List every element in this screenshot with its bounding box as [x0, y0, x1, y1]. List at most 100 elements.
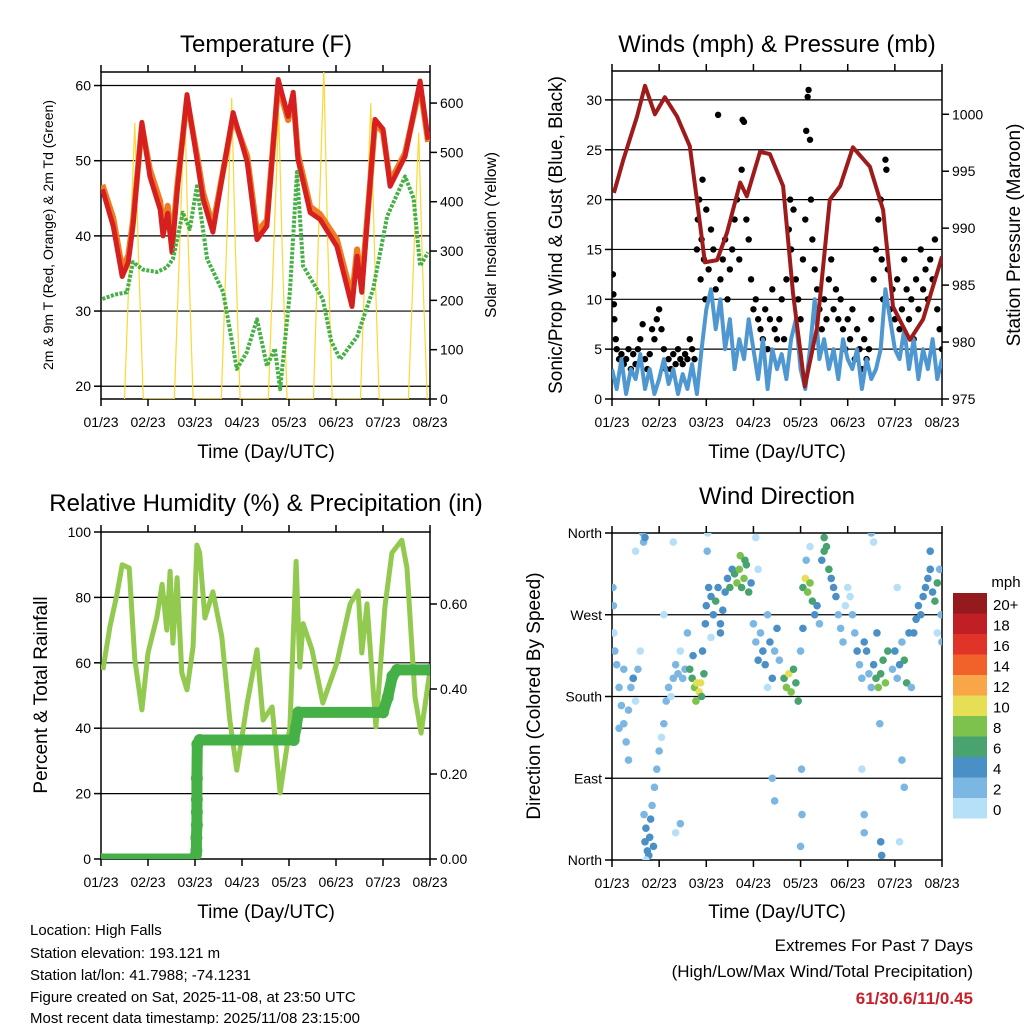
- direction-point: [895, 838, 904, 846]
- direction-point: [926, 565, 935, 574]
- gust-point: [896, 326, 903, 333]
- footer-elevation: Station elevation: 193.121 m: [30, 945, 220, 962]
- y-tick-label: 60: [75, 78, 91, 94]
- y-tick-label: 20: [75, 786, 91, 802]
- x-tick-label: 06/23: [830, 414, 865, 430]
- legend-label: 6: [993, 741, 1001, 758]
- direction-point: [669, 538, 678, 546]
- direction-point: [641, 533, 649, 542]
- direction-point: [770, 647, 779, 655]
- gust-point: [807, 196, 815, 203]
- gust-point: [747, 276, 755, 283]
- extremes-value: 61/30.6/11/0.45: [856, 989, 973, 1008]
- x-tick-label: 05/23: [271, 874, 306, 890]
- direction-point: [751, 638, 760, 646]
- footer-recent-timestamp: Most recent data timestamp: 2025/11/08 2…: [30, 1010, 360, 1024]
- direction-point: [898, 638, 906, 646]
- y-right-tick-label: 100: [440, 342, 464, 358]
- direction-point: [802, 556, 811, 565]
- precipitation-line: [101, 664, 430, 859]
- direction-point: [792, 679, 800, 687]
- y-right-tick-label: 300: [440, 243, 464, 259]
- gust-point: [868, 316, 875, 323]
- gust-point: [769, 286, 776, 293]
- legend-label: 0: [993, 802, 1001, 819]
- direction-point: [642, 856, 650, 860]
- direction-x-axis-label: Time (Day/UTC): [708, 902, 846, 923]
- solar-y-axis-label: Solar Insolation (Yellow): [483, 152, 500, 318]
- direction-point: [848, 610, 857, 619]
- direction-point: [881, 679, 890, 687]
- gust-point: [792, 276, 800, 283]
- x-tick-label: 05/23: [271, 414, 306, 430]
- y-tick-label: 40: [75, 228, 91, 244]
- direction-point: [642, 824, 650, 833]
- direction-point: [841, 601, 850, 610]
- direction-point: [707, 633, 715, 642]
- direction-point: [612, 583, 617, 592]
- winds-y-axis-label: Sonic/Prop Wind & Gust (Blue, Black): [546, 76, 567, 394]
- direction-point: [617, 701, 626, 710]
- gust-point: [803, 127, 810, 135]
- y-tick-label: 15: [586, 241, 602, 257]
- gust-point: [903, 286, 910, 293]
- y-right-tick-label: 995: [952, 163, 976, 179]
- direction-point: [843, 583, 852, 592]
- x-tick-label: 05/23: [783, 875, 818, 891]
- direction-point: [698, 647, 707, 655]
- direction-point: [846, 592, 854, 601]
- x-tick-label: 06/23: [318, 874, 353, 890]
- gust-point: [882, 156, 889, 163]
- x-tick-label: 07/23: [365, 874, 400, 890]
- x-tick-label: 07/23: [365, 414, 400, 430]
- precipitation-point: [287, 733, 300, 746]
- gust-point: [612, 271, 617, 278]
- winds-plot-area: [612, 83, 942, 396]
- gust-point: [905, 316, 913, 323]
- gust-point: [894, 276, 901, 283]
- direction-point: [702, 601, 711, 610]
- precipitation-point: [377, 706, 389, 719]
- direction-point: [770, 797, 779, 805]
- gust-point: [684, 355, 691, 363]
- gust-point: [754, 316, 762, 323]
- gust-point: [686, 335, 693, 343]
- direction-point: [919, 592, 927, 601]
- direction-point: [797, 765, 806, 773]
- gust-point: [752, 296, 759, 303]
- direction-point: [860, 638, 869, 646]
- direction-point: [782, 683, 791, 692]
- precipitation-point: [190, 793, 203, 806]
- direction-point: [740, 574, 748, 583]
- direction-point: [649, 842, 658, 851]
- direction-point: [935, 565, 942, 574]
- gust-point: [762, 306, 769, 313]
- direction-point: [631, 697, 640, 705]
- y-tick-label: 20: [75, 378, 91, 394]
- direction-point: [813, 601, 821, 610]
- direction-point: [869, 660, 878, 669]
- y-right-tick-label: 1000: [952, 106, 983, 122]
- gust-point: [832, 286, 840, 293]
- direction-point: [685, 665, 694, 674]
- y-tick-label: East: [574, 770, 602, 786]
- gust-point: [691, 355, 698, 363]
- y-right-tick-label: 0: [440, 391, 448, 407]
- direction-point: [937, 610, 942, 619]
- direction-point: [822, 542, 831, 551]
- gust-point: [677, 355, 684, 363]
- y-tick-label: 100: [68, 524, 92, 540]
- gust-point: [705, 266, 712, 273]
- gust-point: [931, 236, 939, 243]
- direction-point: [636, 647, 645, 655]
- gust-point: [646, 350, 653, 358]
- direction-point: [799, 624, 807, 633]
- footer-created: Figure created on Sat, 2025-11-08, at 23…: [30, 989, 356, 1006]
- gust-point: [778, 296, 785, 303]
- direction-point: [683, 629, 692, 637]
- direction-point: [768, 674, 777, 683]
- gust-point: [861, 335, 868, 343]
- direction-point: [741, 556, 749, 565]
- gust-point: [811, 266, 818, 273]
